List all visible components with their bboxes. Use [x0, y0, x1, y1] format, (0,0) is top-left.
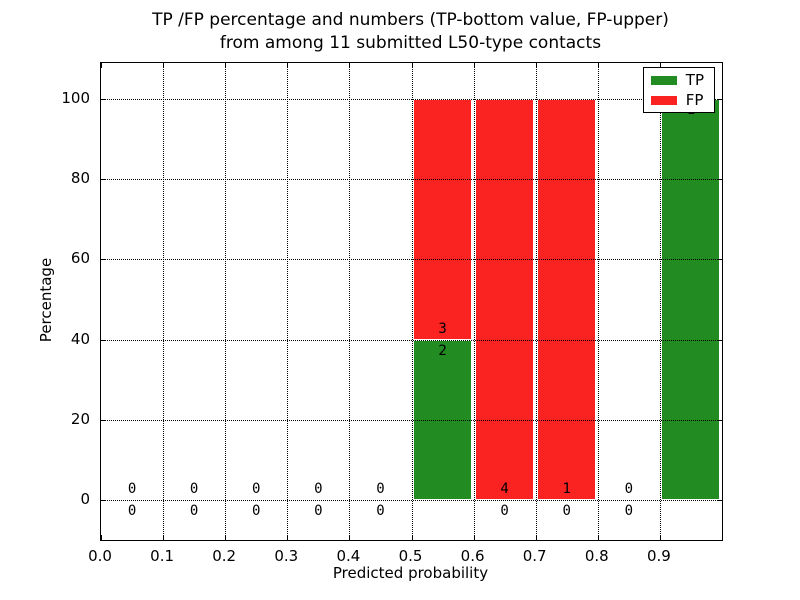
y-tick-left	[101, 339, 106, 341]
y-tick-right	[717, 99, 722, 101]
x-gridline	[473, 63, 475, 540]
x-tick-bottom	[101, 535, 102, 540]
tp-count-label: 0	[500, 502, 509, 519]
y-tick-label: 80	[70, 169, 90, 188]
fp-swatch-icon	[650, 95, 677, 105]
x-tick-label: 0.3	[274, 547, 299, 565]
x-tick-label: 0.0	[88, 547, 112, 565]
bar-fp	[537, 99, 597, 500]
x-tick-label: 0.7	[522, 547, 547, 565]
x-tick-label: 0.5	[398, 547, 423, 565]
x-tick-top	[659, 63, 661, 68]
x-gridline	[287, 63, 289, 540]
x-tick-label: 0.1	[150, 547, 175, 565]
x-tick-bottom	[473, 535, 475, 540]
chart-title-line1: TP /FP percentage and numbers (TP-bottom…	[152, 10, 669, 30]
x-tick-label: 0.4	[336, 547, 361, 565]
fp-count-label: 4	[500, 480, 509, 497]
plot-area: 0000000000324010001TPFP	[100, 62, 723, 541]
y-tick-label: 40	[70, 329, 90, 348]
x-tick-bottom	[659, 535, 661, 540]
y-tick-right	[717, 179, 722, 181]
tp-count-label: 0	[127, 502, 137, 519]
x-tick-label: 0.8	[584, 547, 609, 565]
bar-tp	[661, 99, 721, 500]
x-tick-bottom	[535, 535, 537, 540]
y-tick-right	[717, 339, 722, 341]
x-gridline	[535, 63, 537, 540]
legend: TP FP	[642, 67, 715, 113]
x-tick-bottom	[163, 535, 165, 540]
x-tick-label: 0.9	[646, 547, 671, 565]
y-tick-right	[717, 419, 722, 421]
fp-count-label: 3	[438, 320, 447, 337]
chart-title-line2: from among 11 submitted L50-type contact…	[219, 33, 602, 53]
tp-count-label: 0	[562, 502, 571, 519]
tp-count-label: 0	[252, 502, 261, 519]
x-gridline	[597, 63, 599, 540]
bar-fp	[413, 99, 473, 340]
bar-fp	[475, 99, 535, 500]
legend-label: TP	[685, 71, 704, 89]
x-tick-top	[349, 63, 351, 68]
y-tick-left	[101, 499, 106, 501]
legend-item: TP	[650, 71, 704, 89]
x-tick-bottom	[597, 535, 599, 540]
chart-title: TP /FP percentage and numbers (TP-bottom…	[100, 9, 721, 55]
y-tick-right	[717, 259, 722, 261]
x-tick-top	[597, 63, 599, 68]
x-gridline	[411, 63, 413, 540]
x-tick-top	[101, 63, 102, 68]
x-tick-top	[287, 63, 289, 68]
x-tick-bottom	[411, 535, 413, 540]
y-tick-left	[101, 419, 106, 421]
x-tick-top	[411, 63, 413, 68]
fp-count-label: 0	[189, 480, 199, 497]
tp-count-label: 0	[376, 502, 385, 519]
legend-item: FP	[650, 91, 704, 109]
fp-count-label: 0	[314, 480, 323, 497]
y-tick-label: 0	[80, 489, 90, 508]
fp-count-label: 0	[252, 480, 261, 497]
tp-count-label: 2	[438, 342, 447, 359]
fp-count-label: 0	[624, 480, 634, 497]
y-tick-left	[101, 259, 106, 261]
y-tick-right	[717, 499, 722, 501]
x-tick-top	[535, 63, 537, 68]
x-gridline	[659, 63, 661, 540]
x-tick-top	[163, 63, 165, 68]
x-tick-bottom	[225, 535, 227, 540]
y-tick-label: 100	[61, 89, 90, 108]
tp-count-label: 0	[314, 502, 323, 519]
x-tick-bottom	[287, 535, 289, 540]
y-tick-label: 20	[70, 409, 90, 428]
x-gridline	[349, 63, 351, 540]
x-axis-label: Predicted probability	[332, 564, 489, 582]
tp-swatch-icon	[650, 75, 677, 85]
fp-count-label: 1	[562, 480, 571, 497]
fp-count-label: 0	[376, 480, 385, 497]
legend-label: FP	[685, 91, 704, 109]
tp-count-label: 0	[189, 502, 199, 519]
x-tick-label: 0.6	[460, 547, 485, 565]
x-tick-top	[225, 63, 227, 68]
x-tick-bottom	[349, 535, 351, 540]
y-tick-left	[101, 99, 106, 101]
x-tick-top	[473, 63, 475, 68]
tp-count-label: 0	[624, 502, 634, 519]
y-tick-label: 60	[70, 249, 90, 268]
x-gridline	[163, 63, 165, 540]
fp-count-label: 0	[127, 480, 137, 497]
y-tick-left	[101, 179, 106, 181]
x-gridline	[225, 63, 227, 540]
x-tick-label: 0.2	[212, 547, 237, 565]
